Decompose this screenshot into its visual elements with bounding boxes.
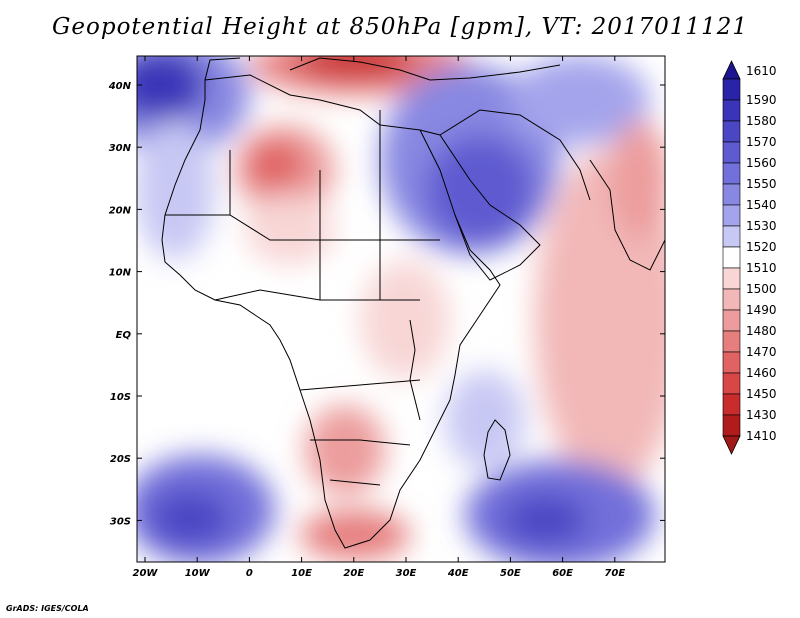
lat-tick-label: 30S <box>110 516 131 527</box>
colorbar-swatch <box>722 225 741 248</box>
colorbar-label: 1520 <box>746 240 777 254</box>
lat-tick-label: 10N <box>109 268 132 279</box>
lon-tick-label: 0 <box>246 568 253 579</box>
colorbar-label: 1530 <box>746 219 777 233</box>
colorbar-label: 1500 <box>746 282 777 296</box>
height-field <box>137 56 665 562</box>
colorbar: 1610 1590 1580 1570 1560 1550 1540 1530 1520 1510… <box>722 60 777 455</box>
lat-tick-label: 40N <box>108 81 132 92</box>
lon-tick-label: 30E <box>396 568 417 579</box>
lat-tick-label: 20S <box>110 454 131 465</box>
colorbar-swatch <box>722 78 741 101</box>
colorbar-swatch <box>722 267 741 290</box>
colorbar-bottom-triangle <box>722 435 741 455</box>
colorbar-swatch <box>722 204 741 227</box>
colorbar-swatch <box>722 120 741 143</box>
latitude-axis: 40N 30N 20N 10N EQ 10S 20S 30S <box>108 81 665 527</box>
colorbar-swatch <box>722 246 741 269</box>
lon-tick-label: 10W <box>185 568 211 579</box>
colorbar-label: 1480 <box>746 324 777 338</box>
coastlines <box>161 57 665 549</box>
lat-tick-label: 30N <box>109 143 132 154</box>
colorbar-label: 1430 <box>746 408 777 422</box>
colorbar-label: 1570 <box>746 135 777 149</box>
colorbar-label: 1490 <box>746 303 777 317</box>
lon-tick-label: 60E <box>552 568 573 579</box>
colorbar-swatch <box>722 372 741 395</box>
colorbar-label: 1540 <box>746 198 777 212</box>
plot-frame <box>136 55 666 563</box>
lon-tick-label: 40E <box>447 568 469 579</box>
grads-credit: GrADS: IGES/COLA <box>6 604 89 613</box>
colorbar-swatch <box>722 288 741 311</box>
colorbar-swatch <box>722 309 741 332</box>
colorbar-label: 1550 <box>746 177 777 191</box>
lat-tick-label: EQ <box>116 330 132 341</box>
colorbar-swatch <box>722 414 741 437</box>
longitude-axis: 20W 10W 0 10E 20E 30E 40E 50E 60E 70E <box>133 56 625 579</box>
map-title: Geopotential Height at 850hPa [gpm], VT:… <box>52 14 748 40</box>
lon-tick-label: 50E <box>500 568 521 579</box>
colorbar-swatch <box>722 393 741 416</box>
lat-tick-label: 20N <box>109 205 132 216</box>
lon-tick-label: 20E <box>343 568 364 579</box>
colorbar-label: 1610 <box>746 64 777 78</box>
colorbar-swatch <box>722 141 741 164</box>
colorbar-label: 1510 <box>746 261 777 275</box>
colorbar-swatch <box>722 162 741 185</box>
colorbar-label: 1450 <box>746 387 777 401</box>
colorbar-swatch <box>722 351 741 374</box>
colorbar-label: 1590 <box>746 93 777 107</box>
colorbar-label: 1560 <box>746 156 777 170</box>
lat-tick-label: 10S <box>110 392 131 403</box>
lon-tick-label: 20W <box>133 568 159 579</box>
lon-tick-label: 70E <box>604 568 625 579</box>
colorbar-label: 1470 <box>746 345 777 359</box>
colorbar-swatch <box>722 330 741 353</box>
colorbar-swatch <box>722 99 741 122</box>
colorbar-swatch <box>722 183 741 206</box>
colorbar-label: 1460 <box>746 366 777 380</box>
colorbar-label: 1410 <box>746 429 777 443</box>
colorbar-label: 1580 <box>746 114 777 128</box>
lon-tick-label: 10E <box>291 568 312 579</box>
colorbar-top-triangle <box>722 60 741 80</box>
